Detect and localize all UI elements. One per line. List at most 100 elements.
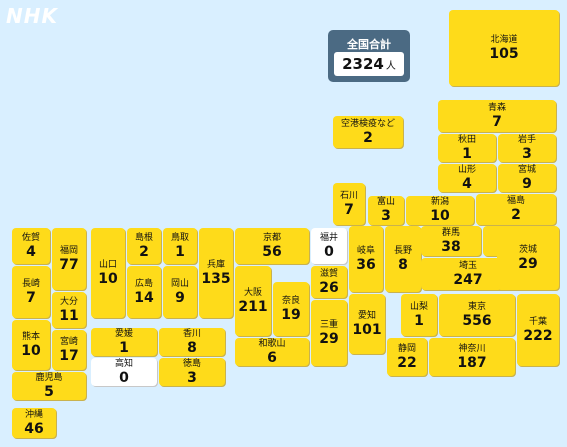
pref-count: 8 (398, 256, 408, 273)
pref-name: 空港検疫など (340, 118, 395, 129)
pref-name: 滋賀 (319, 268, 338, 279)
pref-niigata[interactable]: 新潟 10 (406, 196, 474, 225)
pref-hyogo[interactable]: 兵庫 135 (199, 228, 233, 318)
pref-name: 大分 (59, 296, 78, 307)
pref-count: 1 (414, 312, 424, 329)
pref-chiba[interactable]: 千葉 222 (517, 294, 559, 366)
pref-name: 愛媛 (114, 328, 133, 339)
pref-count: 3 (187, 369, 197, 386)
pref-count: 7 (492, 113, 502, 130)
pref-name: 千葉 (528, 316, 547, 327)
pref-yamagata[interactable]: 山形 4 (438, 164, 496, 192)
pref-okayama[interactable]: 岡山 9 (163, 266, 197, 318)
pref-count: 26 (319, 279, 339, 296)
pref-name: 福井 (319, 232, 338, 243)
pref-name: 福岡 (59, 245, 78, 256)
pref-count: 556 (462, 312, 492, 329)
pref-count: 46 (24, 420, 44, 437)
pref-count: 0 (324, 243, 334, 260)
pref-nagano[interactable]: 長野 8 (385, 226, 421, 292)
pref-iwate[interactable]: 岩手 3 (498, 134, 556, 162)
pref-kagoshima[interactable]: 鹿児島 5 (12, 372, 86, 400)
pref-name: 岡山 (170, 278, 189, 289)
pref-kagawa[interactable]: 香川 8 (159, 328, 225, 356)
pref-name: 鳥取 (170, 232, 189, 243)
pref-count: 4 (462, 175, 472, 192)
pref-hokkaido[interactable]: 北海道 105 (449, 10, 559, 86)
pref-fukuoka[interactable]: 福岡 77 (52, 228, 86, 290)
pref-fukushima[interactable]: 福島 2 (476, 194, 556, 225)
pref-count: 135 (201, 270, 231, 287)
pref-count: 9 (175, 289, 185, 306)
pref-shiga[interactable]: 滋賀 26 (311, 266, 347, 298)
pref-count: 4 (26, 243, 36, 260)
pref-yamaguchi[interactable]: 山口 10 (91, 228, 125, 318)
pref-count: 7 (26, 289, 36, 306)
pref-name: 香川 (182, 328, 201, 339)
pref-count: 19 (281, 306, 301, 323)
pref-kanagawa[interactable]: 神奈川 187 (429, 338, 515, 376)
pref-yamanashi[interactable]: 山梨 1 (401, 294, 437, 336)
pref-shimane[interactable]: 島根 2 (127, 228, 161, 264)
pref-ehime[interactable]: 愛媛 1 (91, 328, 157, 356)
pref-name: 熊本 (21, 331, 40, 342)
pref-count: 10 (430, 208, 450, 224)
pref-count: 8 (187, 339, 197, 356)
pref-count: 2 (363, 129, 373, 146)
pref-aomori[interactable]: 青森 7 (438, 100, 556, 132)
pref-name: 山形 (457, 164, 476, 175)
pref-ibaraki[interactable]: 茨城 29 (497, 226, 559, 290)
pref-count: 2 (139, 243, 149, 260)
pref-tokushima[interactable]: 徳島 3 (159, 358, 225, 386)
pref-name: 群馬 (441, 227, 460, 238)
pref-name: 奈良 (281, 295, 300, 306)
pref-name: 東京 (467, 301, 486, 312)
pref-count: 22 (397, 354, 417, 371)
pref-tokyo[interactable]: 東京 556 (439, 294, 515, 336)
pref-count: 3 (522, 145, 532, 162)
pref-kochi[interactable]: 高知 0 (91, 358, 157, 386)
pref-ishikawa[interactable]: 石川 7 (333, 183, 365, 225)
pref-name: 和歌山 (258, 338, 286, 349)
pref-count: 9 (522, 175, 532, 192)
pref-name: 徳島 (182, 358, 201, 369)
pref-fukui[interactable]: 福井 0 (311, 228, 347, 264)
pref-miyagi[interactable]: 宮城 9 (498, 164, 556, 192)
pref-wakayama[interactable]: 和歌山 6 (235, 338, 309, 366)
pref-count: 29 (319, 330, 339, 347)
pref-akita[interactable]: 秋田 1 (438, 134, 496, 162)
pref-name: 石川 (339, 190, 358, 201)
pref-oita[interactable]: 大分 11 (52, 292, 86, 328)
pref-count: 105 (489, 45, 519, 62)
pref-hiroshima[interactable]: 広島 14 (127, 266, 161, 318)
pref-name: 宮崎 (59, 336, 78, 347)
pref-name: 宮城 (517, 164, 536, 175)
pref-gunma[interactable]: 群馬 38 (421, 226, 481, 256)
pref-gifu[interactable]: 岐阜 36 (349, 226, 383, 292)
pref-nara[interactable]: 奈良 19 (273, 282, 309, 336)
pref-kyoto[interactable]: 京都 56 (235, 228, 309, 264)
pref-aichi[interactable]: 愛知 101 (349, 294, 385, 354)
pref-saga[interactable]: 佐賀 4 (12, 228, 50, 264)
pref-count: 1 (175, 243, 185, 260)
pref-name: 青森 (487, 102, 506, 113)
pref-name: 広島 (134, 278, 153, 289)
pref-kumamoto[interactable]: 熊本 10 (12, 320, 50, 370)
pref-okinawa[interactable]: 沖縄 46 (12, 408, 56, 438)
pref-count: 0 (119, 369, 129, 386)
pref-name: 高知 (114, 358, 133, 369)
pref-name: 三重 (319, 319, 338, 330)
pref-airport-quarantine[interactable]: 空港検疫など 2 (333, 116, 403, 148)
pref-mie[interactable]: 三重 29 (311, 300, 347, 366)
nhk-logo: NHK (6, 4, 58, 28)
national-total-label: 全国合計 (347, 38, 391, 51)
pref-name: 秋田 (457, 134, 476, 145)
pref-tottori[interactable]: 鳥取 1 (163, 228, 197, 264)
pref-shizuoka[interactable]: 静岡 22 (387, 338, 427, 376)
pref-miyazaki[interactable]: 宮崎 17 (52, 330, 86, 370)
pref-nagasaki[interactable]: 長崎 7 (12, 266, 50, 318)
pref-toyama[interactable]: 富山 3 (368, 196, 404, 225)
pref-osaka[interactable]: 大阪 211 (235, 266, 271, 336)
pref-name: 北海道 (490, 34, 518, 45)
pref-name: 新潟 (430, 197, 449, 207)
